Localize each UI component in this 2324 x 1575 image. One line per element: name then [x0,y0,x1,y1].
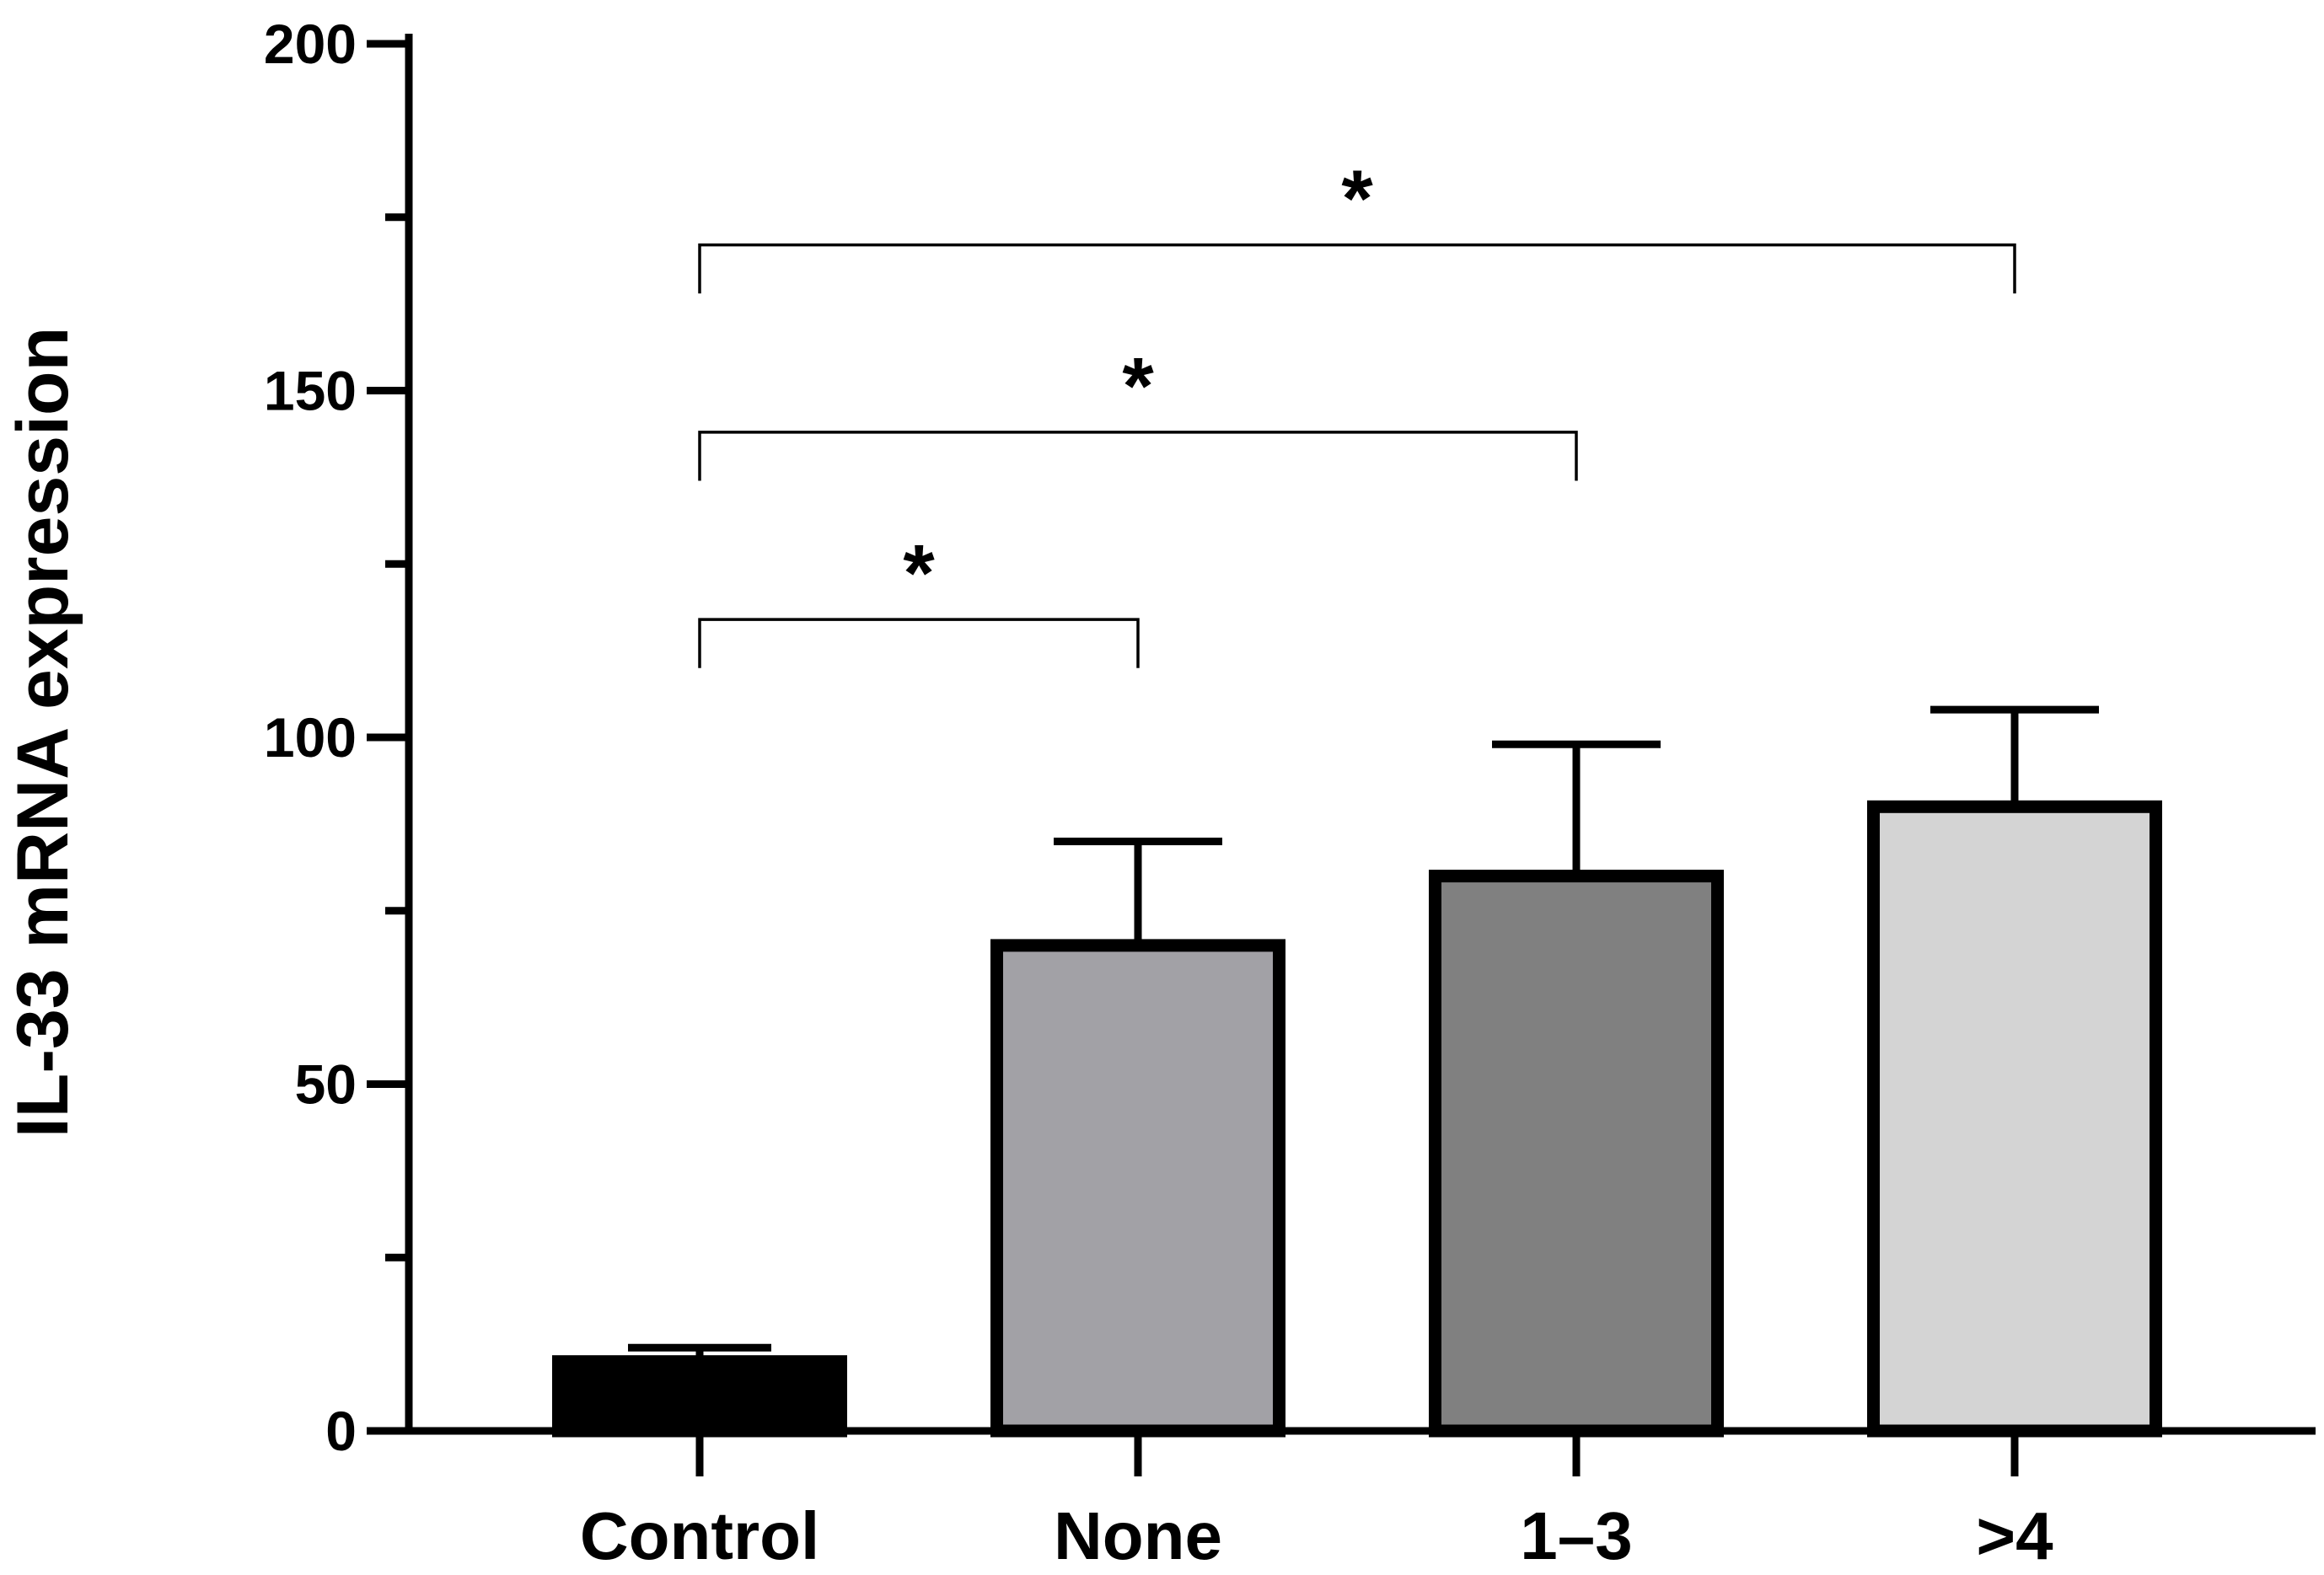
significance-star: * [1341,154,1373,244]
y-tick-label: 150 [264,360,357,422]
x-axis-category-labels: Control None 1–3 >4 [580,1498,2053,1573]
bar-0 [552,1355,847,1438]
significance-bracket [698,618,1140,668]
bar-1 [990,939,1285,1438]
category-label: Control [580,1498,819,1573]
y-tick-label: 200 [264,13,357,75]
error-bars [628,705,2099,1358]
category-label: None [1054,1498,1222,1573]
y-axis-ticks: 0 50 100 150 200 [264,13,409,1462]
x-axis-ticks [695,1431,2019,1476]
bar-3 [1867,800,2162,1438]
significance-brackets: * * * [698,154,2016,668]
significance-bracket [698,243,2016,294]
bar-2 [1429,870,1724,1438]
y-axis-title: IL-33 mRNA expression [3,327,83,1138]
category-label: 1–3 [1520,1498,1632,1573]
bars [552,800,2162,1438]
significance-star: * [1122,341,1154,431]
y-tick-label: 50 [295,1053,357,1116]
significance-bracket [698,431,1578,481]
significance-star: * [903,528,935,619]
category-label: >4 [1976,1498,2053,1573]
y-tick-label: 100 [264,706,357,769]
y-tick-label: 0 [325,1400,357,1462]
